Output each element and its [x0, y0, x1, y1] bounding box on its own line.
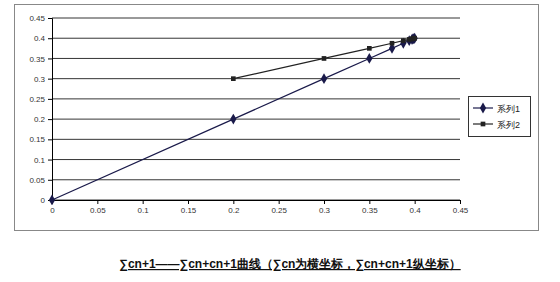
grid-line — [52, 58, 460, 59]
tick-label: 0.3 — [319, 206, 331, 215]
point — [400, 38, 406, 49]
tick-mark — [48, 58, 52, 59]
tick-label: 0.45 — [29, 14, 45, 23]
tick-label: 0.25 — [29, 95, 45, 104]
tick-label: 0.2 — [228, 206, 240, 215]
tick-label: 0.05 — [90, 206, 106, 215]
tick-label: 0.35 — [362, 206, 378, 215]
axis-line — [53, 201, 461, 205]
tick: 0.1 — [138, 200, 150, 215]
tick-mark — [324, 200, 325, 204]
tick-label: 0.25 — [271, 206, 287, 215]
x-axis: 0 0.05 0.1 0.15 0.2 0.25 0.3 0.35 0.4 0.45 — [50, 200, 469, 215]
tick: 0.2 — [34, 115, 52, 124]
legend-label: 系列2 — [497, 120, 520, 130]
tick-mark — [460, 200, 461, 204]
grid-line — [52, 78, 460, 79]
tick-mark — [279, 200, 280, 204]
tick: 0.25 — [271, 200, 287, 215]
tick-label: 0 — [41, 196, 46, 205]
grid-line — [52, 159, 460, 160]
y-axis: 0 0.05 0.1 0.15 0.2 0.25 0.3 0.35 0.4 0.45 — [29, 14, 52, 205]
legend-label: 系列1 — [497, 104, 520, 114]
grid-line — [52, 119, 460, 120]
tick-mark — [415, 200, 416, 204]
tick-label: 0.1 — [138, 206, 150, 215]
grid — [52, 18, 460, 200]
tick-label: 0.2 — [34, 115, 46, 124]
grid-line — [52, 139, 460, 140]
tick-mark — [188, 200, 189, 204]
tick-mark — [48, 139, 52, 140]
point — [390, 41, 395, 46]
tick: 0.15 — [181, 200, 197, 215]
chart-title: ∑cn+1——∑cn+cn+1曲线（∑cn为横坐标，∑cn+cn+1纵坐标） — [119, 257, 460, 271]
tick-mark — [369, 200, 370, 204]
point — [367, 46, 372, 51]
tick-mark — [48, 160, 52, 161]
tick-mark — [48, 18, 52, 19]
point — [401, 38, 406, 43]
grid-line — [52, 179, 460, 180]
point — [321, 73, 327, 84]
tick: 0.4 — [410, 200, 422, 215]
point — [231, 76, 236, 81]
tick-mark — [48, 99, 52, 100]
axis-line — [48, 19, 53, 201]
tick-mark — [48, 38, 52, 39]
tick-mark — [48, 119, 52, 120]
legend-marker — [480, 103, 486, 114]
tick-mark — [233, 200, 234, 204]
tick: 0.45 — [453, 200, 469, 215]
point — [230, 114, 236, 125]
tick: 0.05 — [29, 176, 52, 185]
tick: 0.25 — [29, 95, 52, 104]
tick: 0.1 — [34, 156, 52, 165]
tick: 0.15 — [29, 135, 52, 144]
point — [322, 56, 327, 61]
point — [411, 36, 416, 41]
tick-label: 0.05 — [29, 176, 45, 185]
series-line — [52, 38, 415, 200]
tick: 0.35 — [29, 55, 52, 64]
point — [412, 36, 417, 41]
grid-line — [52, 18, 460, 19]
grid-line — [52, 98, 460, 99]
series-line — [233, 38, 414, 78]
tick-mark — [48, 180, 52, 181]
tick: 0.2 — [228, 200, 240, 215]
point — [411, 33, 417, 44]
tick-mark — [143, 200, 144, 204]
tick: 0.45 — [29, 14, 52, 23]
point — [412, 33, 418, 44]
tick-mark — [97, 200, 98, 204]
tick-label: 0.15 — [181, 206, 197, 215]
point — [49, 195, 55, 205]
tick-label: 0.35 — [29, 55, 45, 64]
tick: 0.4 — [34, 34, 52, 43]
tick-label: 0.3 — [34, 75, 46, 84]
grid-line — [52, 38, 460, 39]
tick: 0.3 — [319, 200, 331, 215]
chart: 0 0.05 0.1 0.15 0.2 0.25 0.3 0.35 0.4 0.45 0 0.05 0.… — [0, 0, 560, 282]
legend-marker — [481, 122, 486, 127]
chart-frame — [15, 5, 539, 231]
tick-label: 0.4 — [34, 34, 46, 43]
tick-mark — [48, 79, 52, 80]
tick: 0.3 — [34, 75, 52, 84]
tick-label: 0.45 — [453, 206, 469, 215]
tick: 0.35 — [362, 200, 378, 215]
plot-area — [49, 33, 418, 205]
legend: 系列1 系列2 — [469, 97, 531, 137]
tick-label: 0.15 — [29, 135, 45, 144]
tick: 0.05 — [90, 200, 106, 215]
legend-frame — [469, 97, 531, 137]
point — [366, 53, 372, 64]
tick-label: 0.1 — [34, 156, 46, 165]
tick-label: 0 — [50, 206, 55, 215]
tick-label: 0.4 — [410, 206, 422, 215]
